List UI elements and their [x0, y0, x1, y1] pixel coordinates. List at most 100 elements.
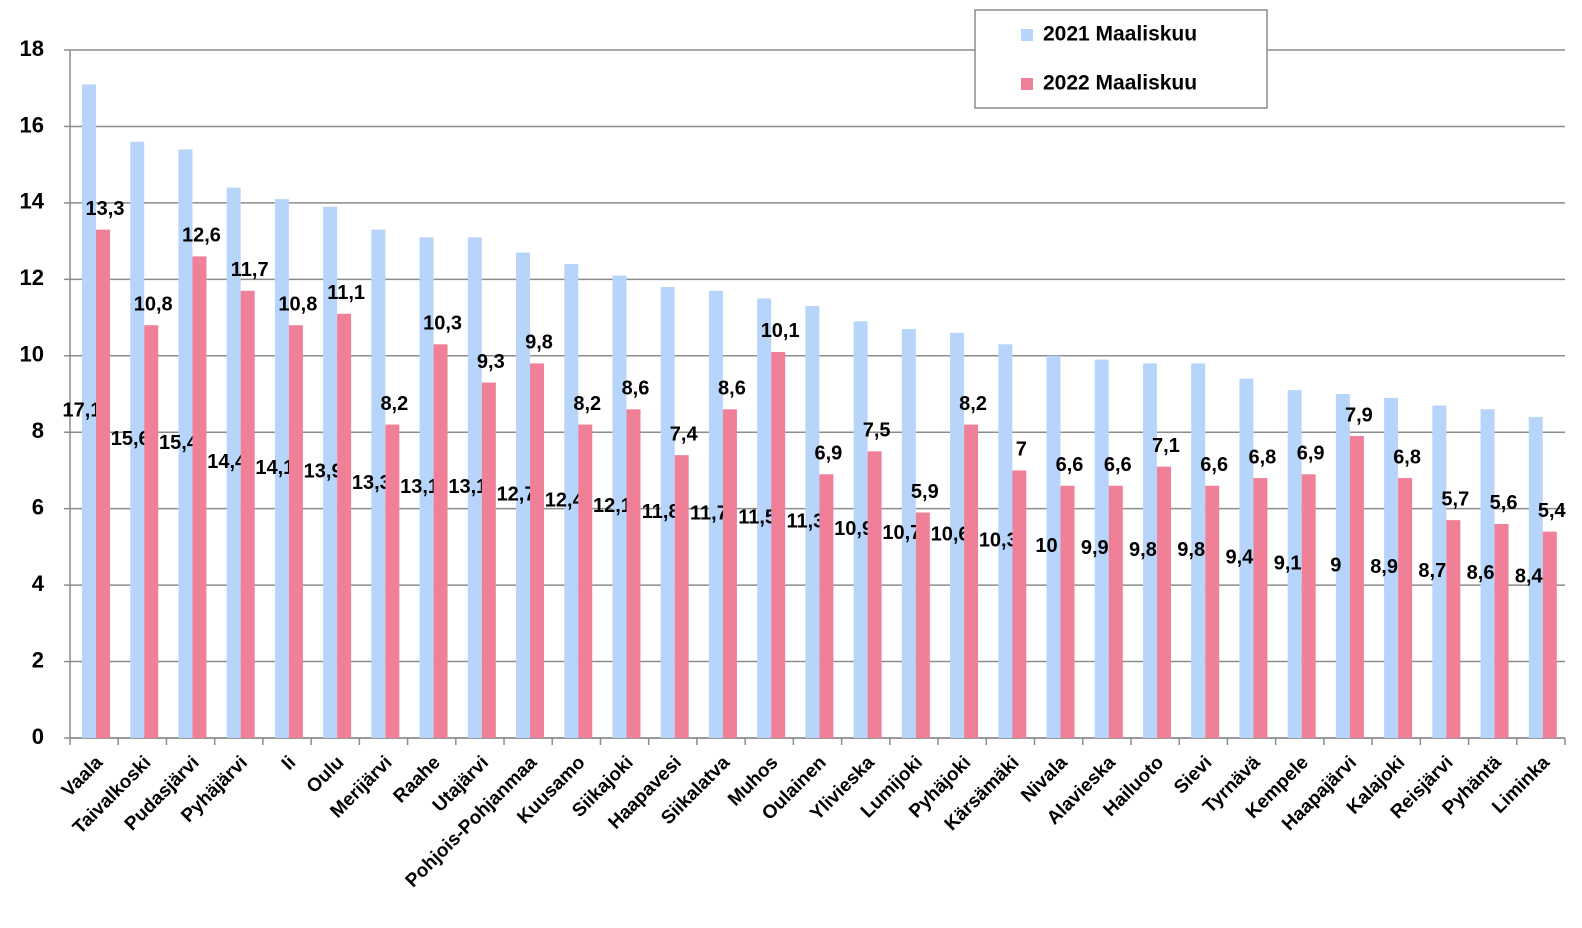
- data-label: 13,9: [304, 461, 343, 483]
- data-label: 12,1: [593, 495, 632, 517]
- legend-swatch: [1021, 29, 1033, 41]
- bar: [1349, 436, 1364, 738]
- bar: [1012, 470, 1027, 738]
- bar: [564, 264, 579, 738]
- bar: [1094, 359, 1109, 738]
- bar: [1205, 485, 1220, 738]
- data-label: 9,3: [477, 351, 505, 373]
- bar: [1528, 416, 1543, 738]
- data-label: 7,1: [1152, 435, 1180, 457]
- data-label: 7,9: [1345, 404, 1373, 426]
- data-label: 12,7: [497, 484, 536, 506]
- data-label: 8,2: [573, 393, 601, 415]
- data-label: 10,8: [278, 293, 317, 315]
- data-label: 11,7: [690, 503, 728, 525]
- data-label: 10,9: [834, 518, 873, 540]
- data-label: 7: [1016, 439, 1027, 461]
- legend-swatch: [1021, 78, 1033, 90]
- data-label: 9,1: [1274, 552, 1302, 574]
- data-label: 5,7: [1441, 488, 1469, 510]
- x-tick-label: Ii: [278, 752, 300, 774]
- data-label: 10,1: [761, 320, 800, 342]
- bar: [481, 382, 496, 738]
- bar: [998, 344, 1013, 738]
- data-label: 8,4: [1515, 566, 1544, 588]
- bar: [144, 325, 159, 738]
- data-label: 8,7: [1418, 560, 1446, 582]
- bar: [915, 512, 930, 738]
- data-label: 8,2: [380, 393, 408, 415]
- bar: [612, 275, 627, 738]
- data-label: 10,7: [882, 522, 921, 544]
- bar: [819, 474, 834, 738]
- bar: [964, 424, 979, 738]
- data-label: 10,8: [134, 293, 173, 315]
- bar: [1301, 474, 1316, 738]
- bar: [178, 149, 193, 738]
- y-tick-label: 6: [32, 494, 44, 519]
- data-label: 9,8: [525, 332, 553, 354]
- bar: [950, 332, 965, 738]
- bar: [371, 229, 386, 738]
- data-label: 6,8: [1249, 446, 1277, 468]
- bar: [853, 321, 868, 738]
- bar: [1046, 355, 1061, 738]
- bar: [1384, 397, 1399, 738]
- data-label: 15,4: [159, 432, 199, 454]
- data-label: 13,1: [448, 476, 487, 498]
- bar: [419, 237, 434, 739]
- data-label: 13,1: [400, 476, 439, 498]
- data-label: 8,6: [718, 378, 746, 400]
- bar: [1060, 485, 1075, 738]
- bar: [530, 363, 545, 738]
- data-label: 6,6: [1200, 454, 1228, 476]
- bar: [385, 424, 400, 738]
- bar: [516, 252, 531, 739]
- data-label: 12,4: [545, 489, 585, 511]
- data-label: 9: [1330, 554, 1341, 576]
- bar: [433, 344, 448, 738]
- bar: [674, 455, 689, 738]
- y-tick-label: 0: [32, 724, 44, 749]
- data-label: 11,8: [642, 501, 680, 523]
- data-label: 9,9: [1081, 537, 1109, 559]
- bar: [1446, 520, 1461, 738]
- bar: [337, 313, 352, 738]
- data-label: 14,1: [255, 457, 294, 479]
- data-label: 10: [1035, 535, 1057, 557]
- bar: [771, 351, 786, 738]
- bar: [757, 298, 772, 738]
- data-label: 9,8: [1129, 539, 1157, 561]
- legend-box: [974, 9, 1268, 109]
- bar: [130, 141, 145, 738]
- data-label: 17,1: [63, 399, 102, 421]
- bar: [901, 329, 916, 738]
- bar: [1156, 466, 1171, 738]
- bar: [323, 206, 338, 738]
- y-tick-label: 2: [32, 647, 44, 672]
- bar: [274, 199, 289, 739]
- data-label: 6,9: [1297, 443, 1325, 465]
- bar: [867, 451, 882, 738]
- data-label: 15,6: [111, 428, 150, 450]
- y-tick-label: 16: [20, 112, 44, 137]
- bar: [1239, 378, 1254, 738]
- bar: [660, 286, 675, 738]
- bar: [226, 187, 241, 739]
- bar: [1542, 531, 1557, 738]
- data-label: 6,6: [1104, 454, 1132, 476]
- bar: [1335, 394, 1350, 738]
- data-label: 13,3: [352, 472, 391, 494]
- y-tick-label: 18: [20, 36, 44, 61]
- y-tick-label: 12: [20, 265, 44, 290]
- data-label: 13,3: [86, 198, 125, 220]
- data-label: 7,4: [670, 423, 699, 445]
- data-label: 8,2: [959, 393, 987, 415]
- bar: [805, 306, 820, 738]
- data-label: 7,5: [863, 420, 891, 442]
- data-label: 5,4: [1538, 500, 1567, 522]
- data-label: 14,4: [207, 451, 247, 473]
- data-label: 11,3: [786, 510, 824, 532]
- bar: [1191, 363, 1206, 738]
- data-label: 9,4: [1226, 547, 1255, 569]
